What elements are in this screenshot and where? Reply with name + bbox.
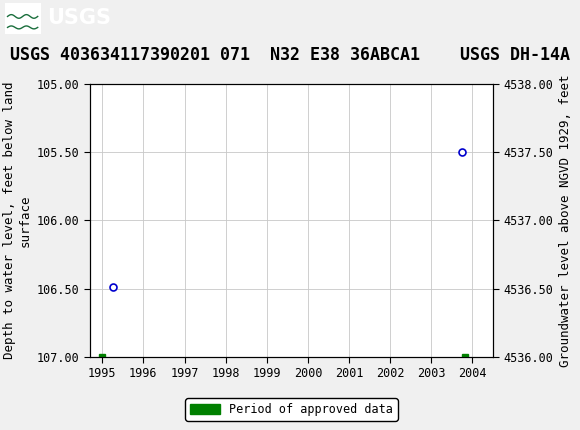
Text: USGS: USGS <box>48 8 111 28</box>
Legend: Period of approved data: Period of approved data <box>186 398 397 421</box>
Bar <box>5 3 41 34</box>
Y-axis label: Groundwater level above NGVD 1929, feet: Groundwater level above NGVD 1929, feet <box>559 74 572 367</box>
Text: USGS 403634117390201 071  N32 E38 36ABCA1    USGS DH-14A: USGS 403634117390201 071 N32 E38 36ABCA1… <box>10 46 570 64</box>
Y-axis label: Depth to water level, feet below land
surface: Depth to water level, feet below land su… <box>3 82 31 359</box>
